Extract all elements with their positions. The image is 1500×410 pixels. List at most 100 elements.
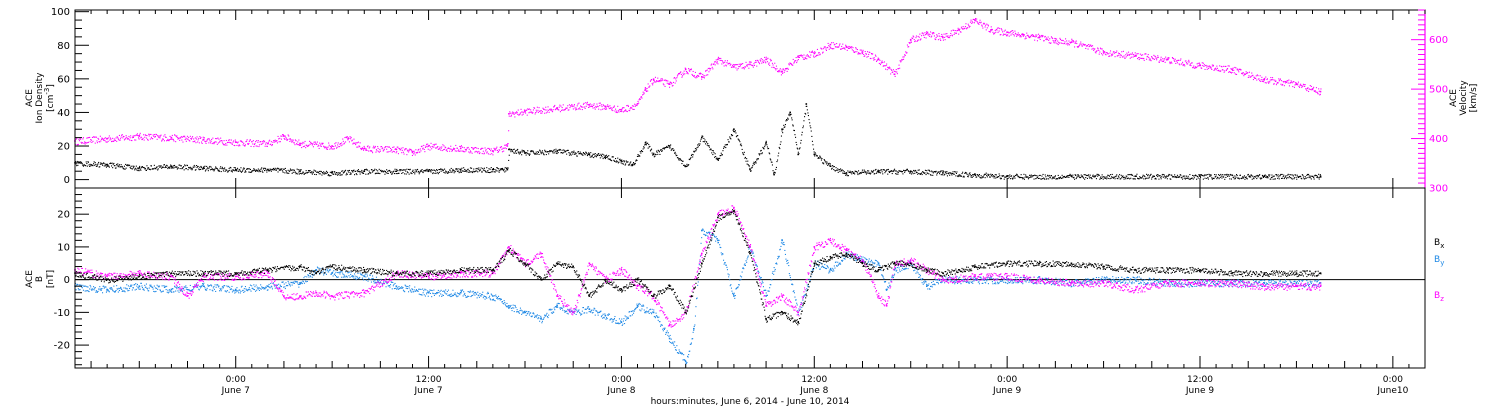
density-series-point	[231, 169, 233, 171]
density-series-point	[545, 150, 547, 152]
density-series-point	[407, 172, 409, 174]
by-series-point	[247, 290, 249, 292]
density-series-point	[318, 171, 320, 173]
density-series-point	[966, 173, 968, 175]
velocity-series	[74, 18, 1322, 156]
density-series-point	[275, 169, 277, 171]
velocity-series-point	[181, 136, 183, 138]
velocity-series-point	[399, 148, 401, 150]
velocity-series-point	[269, 139, 271, 141]
velocity-series-point	[1233, 69, 1235, 71]
density-series-point	[979, 177, 981, 179]
velocity-series-point	[382, 147, 384, 149]
velocity-series-point	[1134, 55, 1136, 57]
density-series-point	[813, 148, 815, 150]
velocity-series-point	[1230, 68, 1232, 70]
density-series-point	[801, 134, 803, 136]
density-series-point	[298, 171, 300, 173]
velocity-series-point	[511, 112, 513, 114]
density-series-point	[466, 171, 468, 173]
velocity-series-point	[829, 46, 831, 48]
density-series-point	[967, 176, 969, 178]
velocity-series-point	[1176, 60, 1178, 62]
density-series-point	[712, 150, 714, 152]
velocity-series-point	[480, 148, 482, 150]
velocity-series-point	[317, 145, 319, 147]
velocity-series-point	[521, 111, 523, 113]
velocity-series-point	[1263, 81, 1265, 83]
density-series-point	[584, 154, 586, 156]
velocity-series-point	[966, 28, 968, 30]
velocity-series-point	[1115, 51, 1117, 53]
velocity-series-point	[1011, 33, 1013, 35]
velocity-series-point	[1116, 55, 1118, 57]
density-series-point	[1112, 177, 1114, 179]
density-series-point	[1159, 175, 1161, 177]
density-series-point	[772, 170, 774, 172]
density-series-point	[315, 174, 317, 176]
density-series-point	[156, 166, 158, 168]
density-series-point	[229, 166, 231, 168]
velocity-series-point	[127, 138, 129, 140]
velocity-series-point	[639, 98, 641, 100]
velocity-series-point	[925, 37, 927, 39]
velocity-series-point	[365, 149, 367, 151]
density-series-point	[362, 171, 364, 173]
velocity-series-point	[83, 142, 85, 144]
velocity-series-point	[1258, 78, 1260, 80]
velocity-series-point	[1310, 89, 1312, 91]
density-series-point	[89, 163, 91, 165]
velocity-series-point	[645, 90, 647, 92]
density-series-point	[408, 173, 410, 175]
velocity-series-point	[1281, 80, 1283, 82]
by-series-point	[234, 292, 236, 294]
velocity-series-point	[869, 57, 871, 59]
velocity-series-point	[880, 62, 882, 64]
density-series-point	[98, 161, 100, 163]
density-series-point	[854, 173, 856, 175]
velocity-series-point	[841, 48, 843, 50]
velocity-series-point	[422, 147, 424, 149]
density-series-point	[350, 172, 352, 174]
velocity-series-point	[1066, 42, 1068, 44]
velocity-series-point	[1251, 72, 1253, 74]
density-series-point	[1150, 173, 1152, 175]
velocity-series-point	[265, 142, 267, 144]
density-series-point	[509, 149, 511, 151]
density-series-point	[699, 140, 701, 142]
velocity-series-point	[939, 35, 941, 37]
density-series-point	[733, 128, 735, 130]
density-series-point	[952, 171, 954, 173]
velocity-series-point	[302, 141, 304, 143]
velocity-series-point	[363, 149, 365, 151]
density-series-point	[93, 163, 95, 165]
density-series-point	[1142, 174, 1144, 176]
density-series-point	[257, 169, 259, 171]
velocity-series-point	[674, 82, 676, 84]
density-series-point	[564, 150, 566, 152]
by-series-point	[145, 283, 147, 285]
velocity-series-point	[1008, 35, 1010, 37]
velocity-series-point	[1016, 35, 1018, 37]
density-series-point	[883, 169, 885, 171]
velocity-series-point	[325, 148, 327, 150]
density-series-point	[1114, 178, 1116, 180]
velocity-series-point	[388, 146, 390, 148]
density-series-point	[604, 158, 606, 160]
density-series-point	[610, 159, 612, 161]
density-series-point	[112, 163, 114, 165]
velocity-series-point	[913, 36, 915, 38]
velocity-series-point	[232, 141, 234, 143]
density-series-point	[427, 170, 429, 172]
density-series-point	[663, 147, 665, 149]
velocity-series-point	[459, 147, 462, 150]
velocity-series-point	[640, 96, 642, 98]
velocity-series-point	[355, 142, 357, 144]
density-series-point	[568, 152, 570, 154]
velocity-series-point	[383, 148, 385, 150]
density-series-point	[446, 172, 448, 174]
density-series-point	[1008, 175, 1010, 177]
density-series-point	[800, 139, 802, 141]
by-series-point	[231, 291, 233, 293]
density-series-point	[894, 170, 896, 172]
